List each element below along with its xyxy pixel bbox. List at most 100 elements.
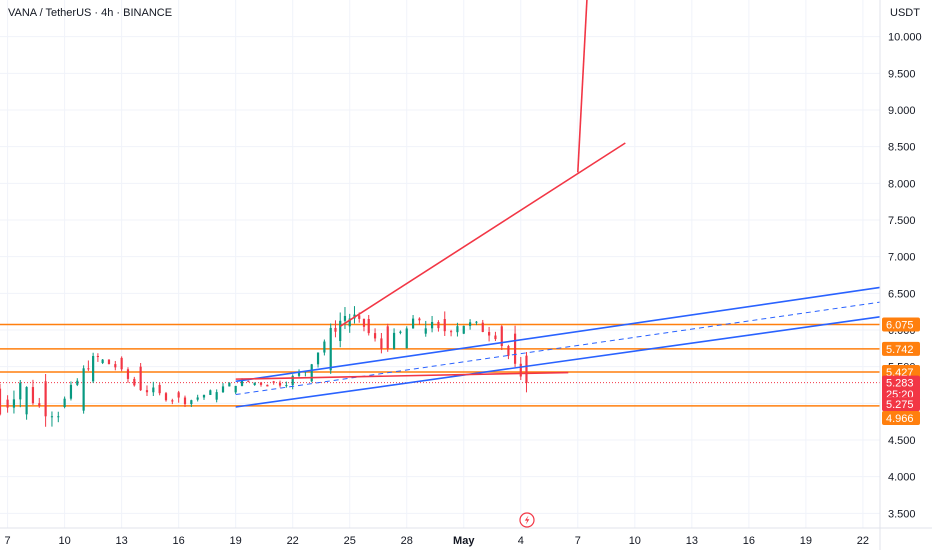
candle-body xyxy=(418,318,421,321)
candle-body xyxy=(177,392,180,398)
candle-body xyxy=(190,400,193,405)
candle-body xyxy=(87,368,90,370)
candle-body xyxy=(392,332,396,349)
x-tick-label: 16 xyxy=(743,535,755,547)
x-tick-label: 16 xyxy=(173,535,185,547)
candle-body xyxy=(12,399,16,408)
candle-body xyxy=(468,322,472,326)
candle-body xyxy=(449,331,453,333)
candle-body xyxy=(323,341,326,353)
time-axis: 7 10 13 16 19 22 25 28 May 4 7 10 13 16 19 22 xyxy=(5,535,869,547)
x-tick-label: 13 xyxy=(686,535,698,547)
candle-body xyxy=(158,385,161,394)
x-tick-label: 4 xyxy=(518,535,524,547)
candle-body xyxy=(456,326,459,333)
candle-body xyxy=(519,363,522,377)
x-tick-label: 22 xyxy=(287,535,299,547)
candle-body xyxy=(259,382,263,385)
candle-body xyxy=(221,386,225,393)
y-tick-label: 4.500 xyxy=(888,435,916,447)
base-line[interactable] xyxy=(235,371,569,380)
x-tick-label: May xyxy=(453,535,475,547)
candle-body xyxy=(310,364,313,382)
price-tag xyxy=(882,317,920,332)
candle-body xyxy=(507,346,510,356)
x-tick-label: 25 xyxy=(344,535,356,547)
candle-body xyxy=(0,388,2,415)
candle-body xyxy=(430,321,434,329)
candle-body xyxy=(399,331,402,333)
candle-body xyxy=(101,359,104,363)
candle-body xyxy=(215,392,218,400)
x-tick-label: 7 xyxy=(5,535,11,547)
candle-body xyxy=(405,328,408,349)
y-tick-label: 9.000 xyxy=(888,105,916,117)
candle-body xyxy=(367,319,370,334)
candle-body xyxy=(183,397,187,405)
y-tick-label: 9.500 xyxy=(888,68,916,80)
horizontal-levels xyxy=(0,323,880,407)
candle-body xyxy=(133,378,136,386)
candle-body xyxy=(278,382,282,386)
candle-body xyxy=(82,368,85,411)
candle-body xyxy=(339,320,342,341)
candle-body xyxy=(44,381,47,417)
candle-body xyxy=(6,399,9,408)
candle-body xyxy=(19,382,22,400)
candle-body xyxy=(481,322,484,332)
channel-upper[interactable] xyxy=(235,286,881,383)
candle-body xyxy=(513,333,517,364)
candle-body xyxy=(253,382,256,385)
trendlines xyxy=(235,0,881,408)
x-tick-label: 28 xyxy=(401,535,413,547)
target-line[interactable] xyxy=(576,0,588,173)
candle-body xyxy=(202,394,206,398)
candle-body xyxy=(120,357,123,370)
y-tick-label: 4.000 xyxy=(888,472,916,484)
price-tag xyxy=(882,411,920,425)
price-tag xyxy=(882,341,920,356)
candle-body xyxy=(92,355,95,382)
candle-body xyxy=(348,318,351,327)
price-tag-label: 5.283 xyxy=(886,378,914,390)
currency-label: USDT xyxy=(890,7,920,19)
price-axis: 10.000 9.500 9.000 8.500 8.000 7.500 7.000 6.50… xyxy=(888,32,922,521)
y-tick-label: 7.500 xyxy=(888,215,916,227)
candle-body xyxy=(38,403,41,406)
price-tag-label: 6.075 xyxy=(886,320,914,332)
candle-body xyxy=(196,397,199,400)
candle-body xyxy=(107,359,111,365)
candle-body xyxy=(63,398,66,407)
price-tag xyxy=(882,375,920,390)
grid xyxy=(0,0,880,528)
candle-body xyxy=(525,355,528,383)
candle-body xyxy=(171,400,174,402)
candle-body xyxy=(488,331,491,336)
channel-mid[interactable] xyxy=(235,301,881,396)
candle-body xyxy=(343,315,347,321)
candle-body xyxy=(373,333,377,339)
candle-body xyxy=(362,318,366,327)
candle-body xyxy=(386,326,389,349)
price-tag xyxy=(882,397,920,412)
lightning-icon[interactable] xyxy=(519,512,535,528)
candle-body xyxy=(234,385,237,393)
projection-line[interactable] xyxy=(339,142,626,328)
candle-body xyxy=(437,321,440,329)
candle-body xyxy=(266,384,269,387)
price-tag-label: 5.275 xyxy=(886,399,914,411)
price-tag-label: 4.966 xyxy=(886,413,914,425)
candle-body xyxy=(411,318,415,329)
candle-body xyxy=(462,325,465,334)
channel-lower[interactable] xyxy=(235,316,881,408)
candle-body xyxy=(500,326,503,347)
candle-body xyxy=(126,369,130,379)
candle-body xyxy=(329,327,332,371)
y-tick-label: 6.500 xyxy=(888,288,916,300)
x-tick-label: 10 xyxy=(629,535,641,547)
candles xyxy=(0,306,528,427)
candle-body xyxy=(228,382,231,387)
chart-title: VANA / TetherUS · 4h · BINANCE xyxy=(8,7,172,19)
